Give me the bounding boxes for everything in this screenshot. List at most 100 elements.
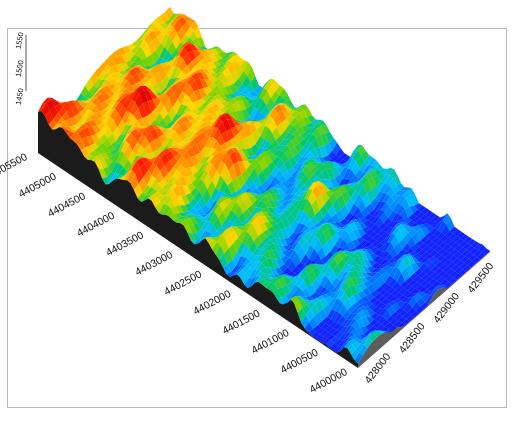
surface-cell (46, 99, 55, 111)
surface-cell (268, 79, 277, 85)
surface-cell (186, 193, 195, 204)
surface-cell (367, 222, 376, 230)
surface-cell (322, 338, 331, 344)
surface-cell (106, 144, 115, 153)
surface-cell (56, 117, 66, 125)
surface-cell (281, 118, 290, 131)
surface-cell (371, 185, 380, 199)
surface-cell (349, 313, 358, 320)
surface-cell (156, 125, 165, 130)
surface-cell (342, 332, 351, 341)
surface-cell (188, 103, 197, 111)
surface-cell (282, 171, 292, 181)
surface-cell (130, 101, 139, 116)
surface-cell (361, 317, 370, 327)
surface-cell (339, 218, 348, 226)
surface-cell (429, 288, 439, 296)
right-wall (358, 250, 490, 368)
surface-cell (132, 158, 141, 164)
surface-cell (209, 119, 218, 124)
surface-cell (356, 318, 365, 328)
surface-cell (156, 194, 165, 202)
surface-cell (295, 134, 304, 144)
surface-cell (128, 161, 137, 172)
surface-cell (129, 115, 138, 126)
surface-cell (248, 123, 257, 135)
surface-cell (157, 32, 166, 44)
surface-cell (337, 248, 346, 254)
surface-cell (390, 311, 400, 319)
y-tick-label: 4402500 (162, 268, 204, 298)
surface-cell (192, 100, 202, 110)
surface-cell (166, 55, 175, 62)
surface-cell (292, 107, 301, 111)
surface-cell (327, 204, 337, 218)
surface-cell (345, 221, 354, 225)
surface-cell (320, 298, 329, 309)
surface-cell (415, 262, 424, 269)
surface-cell (217, 72, 226, 81)
surface-cell (320, 222, 330, 226)
surface-cell (211, 85, 220, 92)
surface-cell (151, 107, 160, 120)
surface-cell (228, 93, 237, 99)
surface-cell (331, 213, 340, 223)
surface-cell (161, 25, 171, 35)
surface-cell (240, 183, 249, 194)
surface-cell (192, 232, 201, 242)
surface-cell (469, 247, 479, 255)
surface-cell (318, 120, 327, 126)
surface-cell (232, 54, 242, 61)
surface-cell (73, 133, 82, 145)
surface-cell (93, 147, 102, 153)
surface-cell (301, 264, 310, 272)
surface-cell (201, 236, 210, 238)
surface-cell (323, 228, 332, 242)
surface-cell (280, 255, 289, 265)
surface-cell (411, 310, 420, 318)
surface-cell (137, 33, 146, 41)
surface-cell (174, 135, 183, 144)
surface-cell (301, 165, 311, 175)
surface-cell (398, 294, 407, 302)
surface-cell (196, 141, 205, 153)
surface-cell (189, 91, 198, 104)
surface-cell (294, 236, 304, 243)
surface-cell (209, 211, 218, 225)
surface-cell (331, 277, 340, 288)
surface-cell (314, 312, 323, 326)
surface-cell (395, 190, 404, 196)
surface-cell (178, 112, 187, 119)
surface-cell (205, 237, 214, 243)
surface-cell (176, 145, 185, 149)
surface-cell (446, 268, 455, 276)
surface-cell (300, 157, 309, 165)
surface-cell (92, 152, 101, 157)
surface-cell (284, 257, 293, 268)
surface-cell (319, 204, 328, 218)
surface-cell (320, 179, 329, 188)
surface-cell (334, 312, 343, 323)
surface-cell (403, 217, 412, 224)
surface-cell (164, 19, 173, 26)
surface-cell (210, 149, 219, 156)
surface-cell (201, 161, 210, 172)
surface-cell (244, 197, 253, 209)
surface-cell (472, 256, 481, 264)
surface-cell (110, 173, 119, 181)
surface-cell (405, 195, 415, 207)
surface-cell (252, 154, 261, 160)
surface-cell (218, 94, 227, 99)
surface-cell (184, 139, 193, 146)
surface-cell (117, 119, 126, 135)
surface-cell (377, 316, 387, 325)
surface-cell (120, 93, 129, 98)
surface-cell (453, 273, 462, 280)
surface-cell (317, 264, 326, 273)
surface-cell (325, 189, 334, 199)
surface-cell (269, 243, 278, 251)
surface-cell (207, 180, 216, 198)
surface-cell (115, 78, 125, 87)
surface-cell (400, 302, 409, 310)
surface-cell (361, 271, 370, 278)
